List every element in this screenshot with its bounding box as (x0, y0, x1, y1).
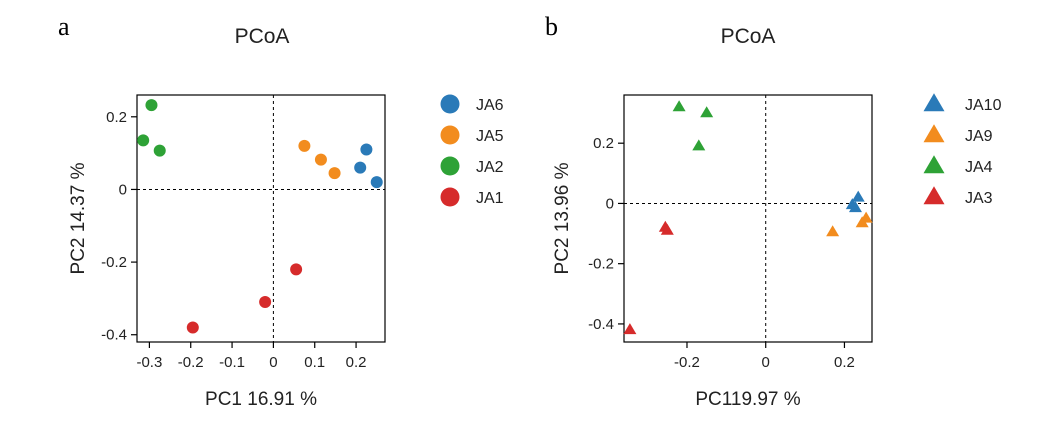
legend-label: JA2 (476, 159, 504, 176)
y-tick-label: -0.2 (101, 254, 127, 271)
data-point-ja4 (700, 106, 714, 118)
legend-marker (923, 155, 945, 174)
data-point-ja3 (623, 323, 637, 335)
x-tick-label: 0.2 (834, 354, 855, 371)
x-tick-label: 0.2 (346, 354, 367, 371)
legend-marker (923, 93, 945, 112)
data-point-ja4 (692, 139, 706, 151)
y-tick-label: -0.4 (588, 316, 614, 333)
legend-label: JA6 (476, 97, 504, 114)
x-tick-label: -0.2 (178, 354, 204, 371)
legend-marker (440, 94, 460, 114)
legend-label: JA10 (965, 97, 1002, 114)
data-point-ja4 (672, 100, 686, 112)
legend-label: JA4 (965, 159, 993, 176)
data-point-ja9 (859, 211, 873, 223)
data-point-ja6 (360, 143, 373, 156)
legend-marker (440, 125, 460, 145)
legend-marker (923, 186, 945, 205)
y-tick-label: 0 (606, 195, 614, 212)
y-tick-label: 0 (119, 181, 127, 198)
data-point-ja10 (851, 190, 865, 202)
x-tick-label: 0 (269, 354, 277, 371)
data-point-ja6 (354, 161, 367, 174)
panel-b: b PCoA -0.2 0 0.2 0.2 0 -0.2 -0.4 PC119.97 % PC2 1… (545, 12, 1002, 410)
panel-a: a PCoA -0.3 -0.2 -0.1 0 0.1 0.2 0.2 0 -0.2 -0.4 PC1 … (58, 12, 504, 410)
data-point-ja2 (153, 144, 166, 157)
x-axis-label: PC1 16.91 % (205, 389, 317, 410)
x-tick-label: 0.1 (304, 354, 325, 371)
plot-frame (136, 94, 386, 343)
x-axis-label: PC119.97 % (695, 389, 800, 410)
legend-marker (440, 156, 460, 176)
data-point-ja5 (328, 167, 341, 180)
data-point-ja2 (137, 134, 150, 147)
data-point-ja2 (145, 99, 158, 112)
chart-title: PCoA (235, 25, 290, 48)
x-tick-label: 0 (762, 354, 770, 371)
y-axis-label: PC2 14.37 % (68, 162, 89, 274)
data-point-ja6 (370, 176, 383, 189)
panel-letter: b (545, 12, 558, 41)
legend-marker (923, 124, 945, 143)
data-point-ja1 (290, 263, 303, 276)
data-point-ja10 (848, 201, 862, 213)
y-tick-label: 0.2 (593, 135, 614, 152)
legend-label: JA3 (965, 190, 993, 207)
y-tick-label: 0.2 (106, 109, 127, 126)
legend-label: JA9 (965, 128, 993, 145)
data-point-ja1 (259, 296, 272, 309)
x-tick-label: -0.2 (674, 354, 700, 371)
legend-marker (440, 187, 460, 207)
panel-letter: a (58, 12, 70, 41)
data-point-ja5 (314, 153, 327, 166)
data-point-ja5 (298, 139, 311, 152)
legend-label: JA1 (476, 190, 504, 207)
x-tick-label: -0.1 (219, 354, 245, 371)
y-tick-label: -0.2 (588, 256, 614, 273)
plot-frame (623, 94, 873, 343)
legend-label: JA5 (476, 128, 504, 145)
data-point-ja3 (660, 223, 674, 235)
x-tick-label: -0.3 (136, 354, 162, 371)
chart-title: PCoA (721, 25, 776, 48)
y-axis-label: PC2 13.96 % (552, 162, 573, 274)
y-tick-label: -0.4 (101, 327, 127, 344)
data-point-ja1 (186, 321, 199, 334)
data-point-ja9 (826, 225, 840, 237)
